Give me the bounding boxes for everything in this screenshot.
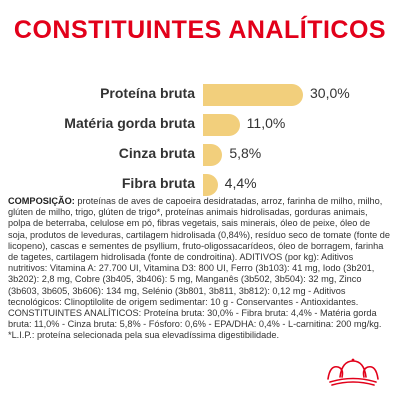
- bar-row-ash: Cinza bruta 5,8%: [0, 142, 400, 169]
- bar-row-fiber: Fibra bruta 4,4%: [0, 172, 400, 199]
- royal-canin-crown-icon: [324, 357, 382, 392]
- bar-row-fat: Matéria gorda bruta 11,0%: [0, 112, 400, 139]
- bar-label-ash: Cinza bruta: [118, 145, 195, 161]
- composition-text: COMPOSIÇÃO: proteínas de aves de capoeir…: [8, 196, 392, 342]
- analytical-constituents-chart: Proteína bruta 30,0% Matéria gorda bruta…: [0, 82, 400, 202]
- bar-label-fiber: Fibra bruta: [121, 175, 195, 191]
- bar-protein: [203, 84, 303, 106]
- bar-label-fat: Matéria gorda bruta: [64, 115, 195, 131]
- bar-value-fiber: 4,4%: [224, 175, 257, 191]
- bar-row-protein: Proteína bruta 30,0%: [0, 82, 400, 109]
- bar-label-protein: Proteína bruta: [100, 85, 195, 101]
- bar-value-ash: 5,8%: [229, 145, 262, 161]
- bar-value-protein: 30,0%: [310, 85, 350, 101]
- bar-value-fat: 11,0%: [246, 115, 286, 131]
- page-title: CONSTITUINTES ANALÍTICOS: [13, 16, 387, 44]
- composition-body: proteínas de aves de capoeira desidratad…: [8, 196, 391, 341]
- bar-ash: [203, 144, 223, 166]
- composition-heading: COMPOSIÇÃO:: [8, 196, 75, 206]
- bar-fat: [203, 114, 240, 136]
- crown-icon-svg: [327, 358, 379, 386]
- bar-fiber: [203, 174, 218, 196]
